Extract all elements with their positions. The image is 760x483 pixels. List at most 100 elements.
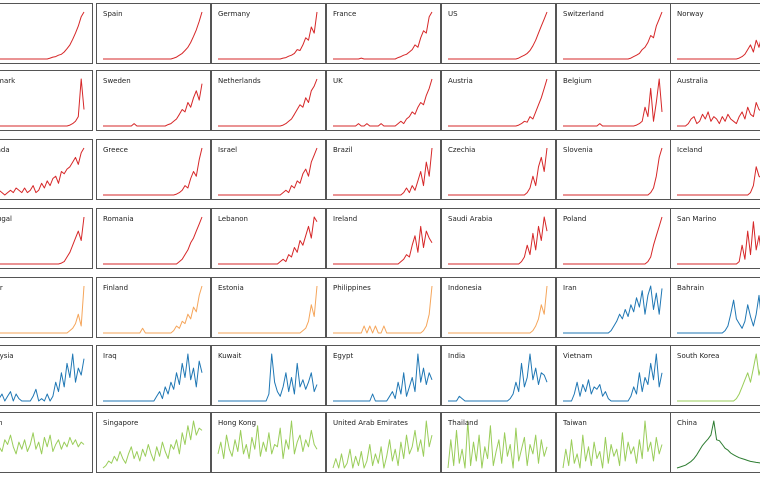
series-line-spain	[103, 11, 203, 60]
panel-estonia: Estonia	[211, 277, 326, 338]
panel-title: Egypt	[333, 352, 354, 360]
panel-san-marino: San Marino	[670, 208, 760, 269]
panel-plot	[563, 78, 663, 127]
panel-singapore: Singapore	[96, 412, 211, 473]
panel-title: France	[333, 10, 357, 18]
series-line-south-korea	[677, 353, 760, 402]
panel-plot	[448, 353, 548, 402]
panel-slovenia: Slovenia	[556, 139, 671, 200]
panel-plot	[103, 353, 203, 402]
panel-plot	[103, 83, 203, 127]
series-line-slovenia	[563, 147, 663, 196]
panel-czechia: Czechia	[441, 139, 556, 200]
panel-title: Bahrain	[677, 284, 705, 292]
panel-title: Estonia	[218, 284, 244, 292]
panel-taiwan: Taiwan	[556, 412, 671, 473]
series-line-san-marino	[677, 221, 760, 265]
panel-title: Romania	[103, 215, 134, 223]
panel-plot	[218, 78, 318, 127]
panel-israel: Israel	[211, 139, 326, 200]
panel-plot	[563, 147, 663, 196]
panel-portugal: Portugal	[0, 208, 93, 269]
panel-title: China	[677, 419, 697, 427]
series-line-iraq	[103, 353, 203, 402]
series-line-lebanon	[218, 216, 318, 265]
panel-egypt: Egypt	[326, 345, 441, 406]
panel-spain: Spain	[96, 3, 211, 64]
panel-plot	[448, 147, 548, 196]
panel-plot	[0, 11, 85, 60]
panel-title: Brazil	[333, 146, 353, 154]
panel-plot	[676, 420, 760, 469]
series-line-israel	[218, 147, 318, 196]
panel-belgium: Belgium	[556, 70, 671, 131]
series-line-hong-kong	[217, 420, 318, 460]
series-line-india	[448, 353, 548, 402]
series-line-iran	[563, 285, 663, 334]
series-line-australia	[677, 102, 760, 127]
panel-germany: Germany	[211, 3, 326, 64]
series-line-france	[333, 11, 433, 60]
panel-plot	[333, 11, 433, 60]
panel-plot	[677, 221, 760, 265]
panel-malaysia: Malaysia	[0, 345, 93, 406]
panel-plot	[562, 420, 663, 469]
panel-plot	[677, 166, 760, 196]
series-line-denmark	[0, 78, 85, 127]
panel-title: Poland	[563, 215, 587, 223]
panel-plot	[563, 11, 663, 60]
panel-title: Vietnam	[563, 352, 593, 360]
panel-title: Iran	[563, 284, 577, 292]
panel-title: Canada	[0, 146, 10, 154]
series-line-saudi-arabia	[448, 216, 548, 265]
series-line-kuwait	[218, 353, 318, 402]
panel-plot	[217, 420, 318, 460]
panel-saudi-arabia: Saudi Arabia	[441, 208, 556, 269]
panel-plot	[677, 294, 760, 334]
panel-title: Singapore	[103, 419, 139, 427]
panel-uk: UK	[326, 70, 441, 131]
series-line-canada	[0, 147, 85, 196]
panel-china: China	[670, 412, 760, 473]
panel-title: Malaysia	[0, 352, 14, 360]
series-line-ireland	[333, 225, 433, 265]
series-line-brazil	[333, 147, 433, 196]
panel-title: Lebanon	[218, 215, 248, 223]
panel-plot	[448, 285, 548, 334]
series-line-austria	[448, 78, 548, 127]
series-line-us	[448, 11, 548, 60]
panel-title: Belgium	[563, 77, 592, 85]
series-line-japan	[0, 432, 85, 455]
panel-brazil: Brazil	[326, 139, 441, 200]
panel-plot	[103, 216, 203, 265]
panel-title: Iraq	[103, 352, 117, 360]
panel-poland: Poland	[556, 208, 671, 269]
panel-title: Austria	[448, 77, 473, 85]
panel-title: Greece	[103, 146, 128, 154]
panel-title: Japan	[0, 419, 3, 427]
panel-canada: Canada	[0, 139, 93, 200]
panel-plot	[103, 147, 203, 196]
panel-title: Czechia	[448, 146, 476, 154]
panel-iceland: Iceland	[670, 139, 760, 200]
panel-title: US	[448, 10, 458, 18]
panel-india: India	[441, 345, 556, 406]
series-line-singapore	[102, 420, 203, 469]
panel-plot	[332, 420, 433, 469]
series-line-germany	[218, 11, 318, 60]
series-line-taiwan	[562, 420, 663, 469]
panel-title: Thailand	[448, 419, 479, 427]
panel-title: United Arab Emirates	[333, 419, 408, 427]
panel-title: Kuwait	[218, 352, 242, 360]
panel-australia: Australia	[670, 70, 760, 131]
panel-sweden: Sweden	[96, 70, 211, 131]
panel-united-arab-emirates: United Arab Emirates	[326, 412, 441, 473]
panel-title: Ireland	[333, 215, 358, 223]
series-line-egypt	[333, 353, 433, 402]
panel-plot	[333, 147, 433, 196]
panel-thailand: Thailand	[441, 412, 556, 473]
panel-plot	[218, 11, 318, 60]
panel-plot	[333, 285, 433, 334]
series-line-sweden	[103, 83, 203, 127]
